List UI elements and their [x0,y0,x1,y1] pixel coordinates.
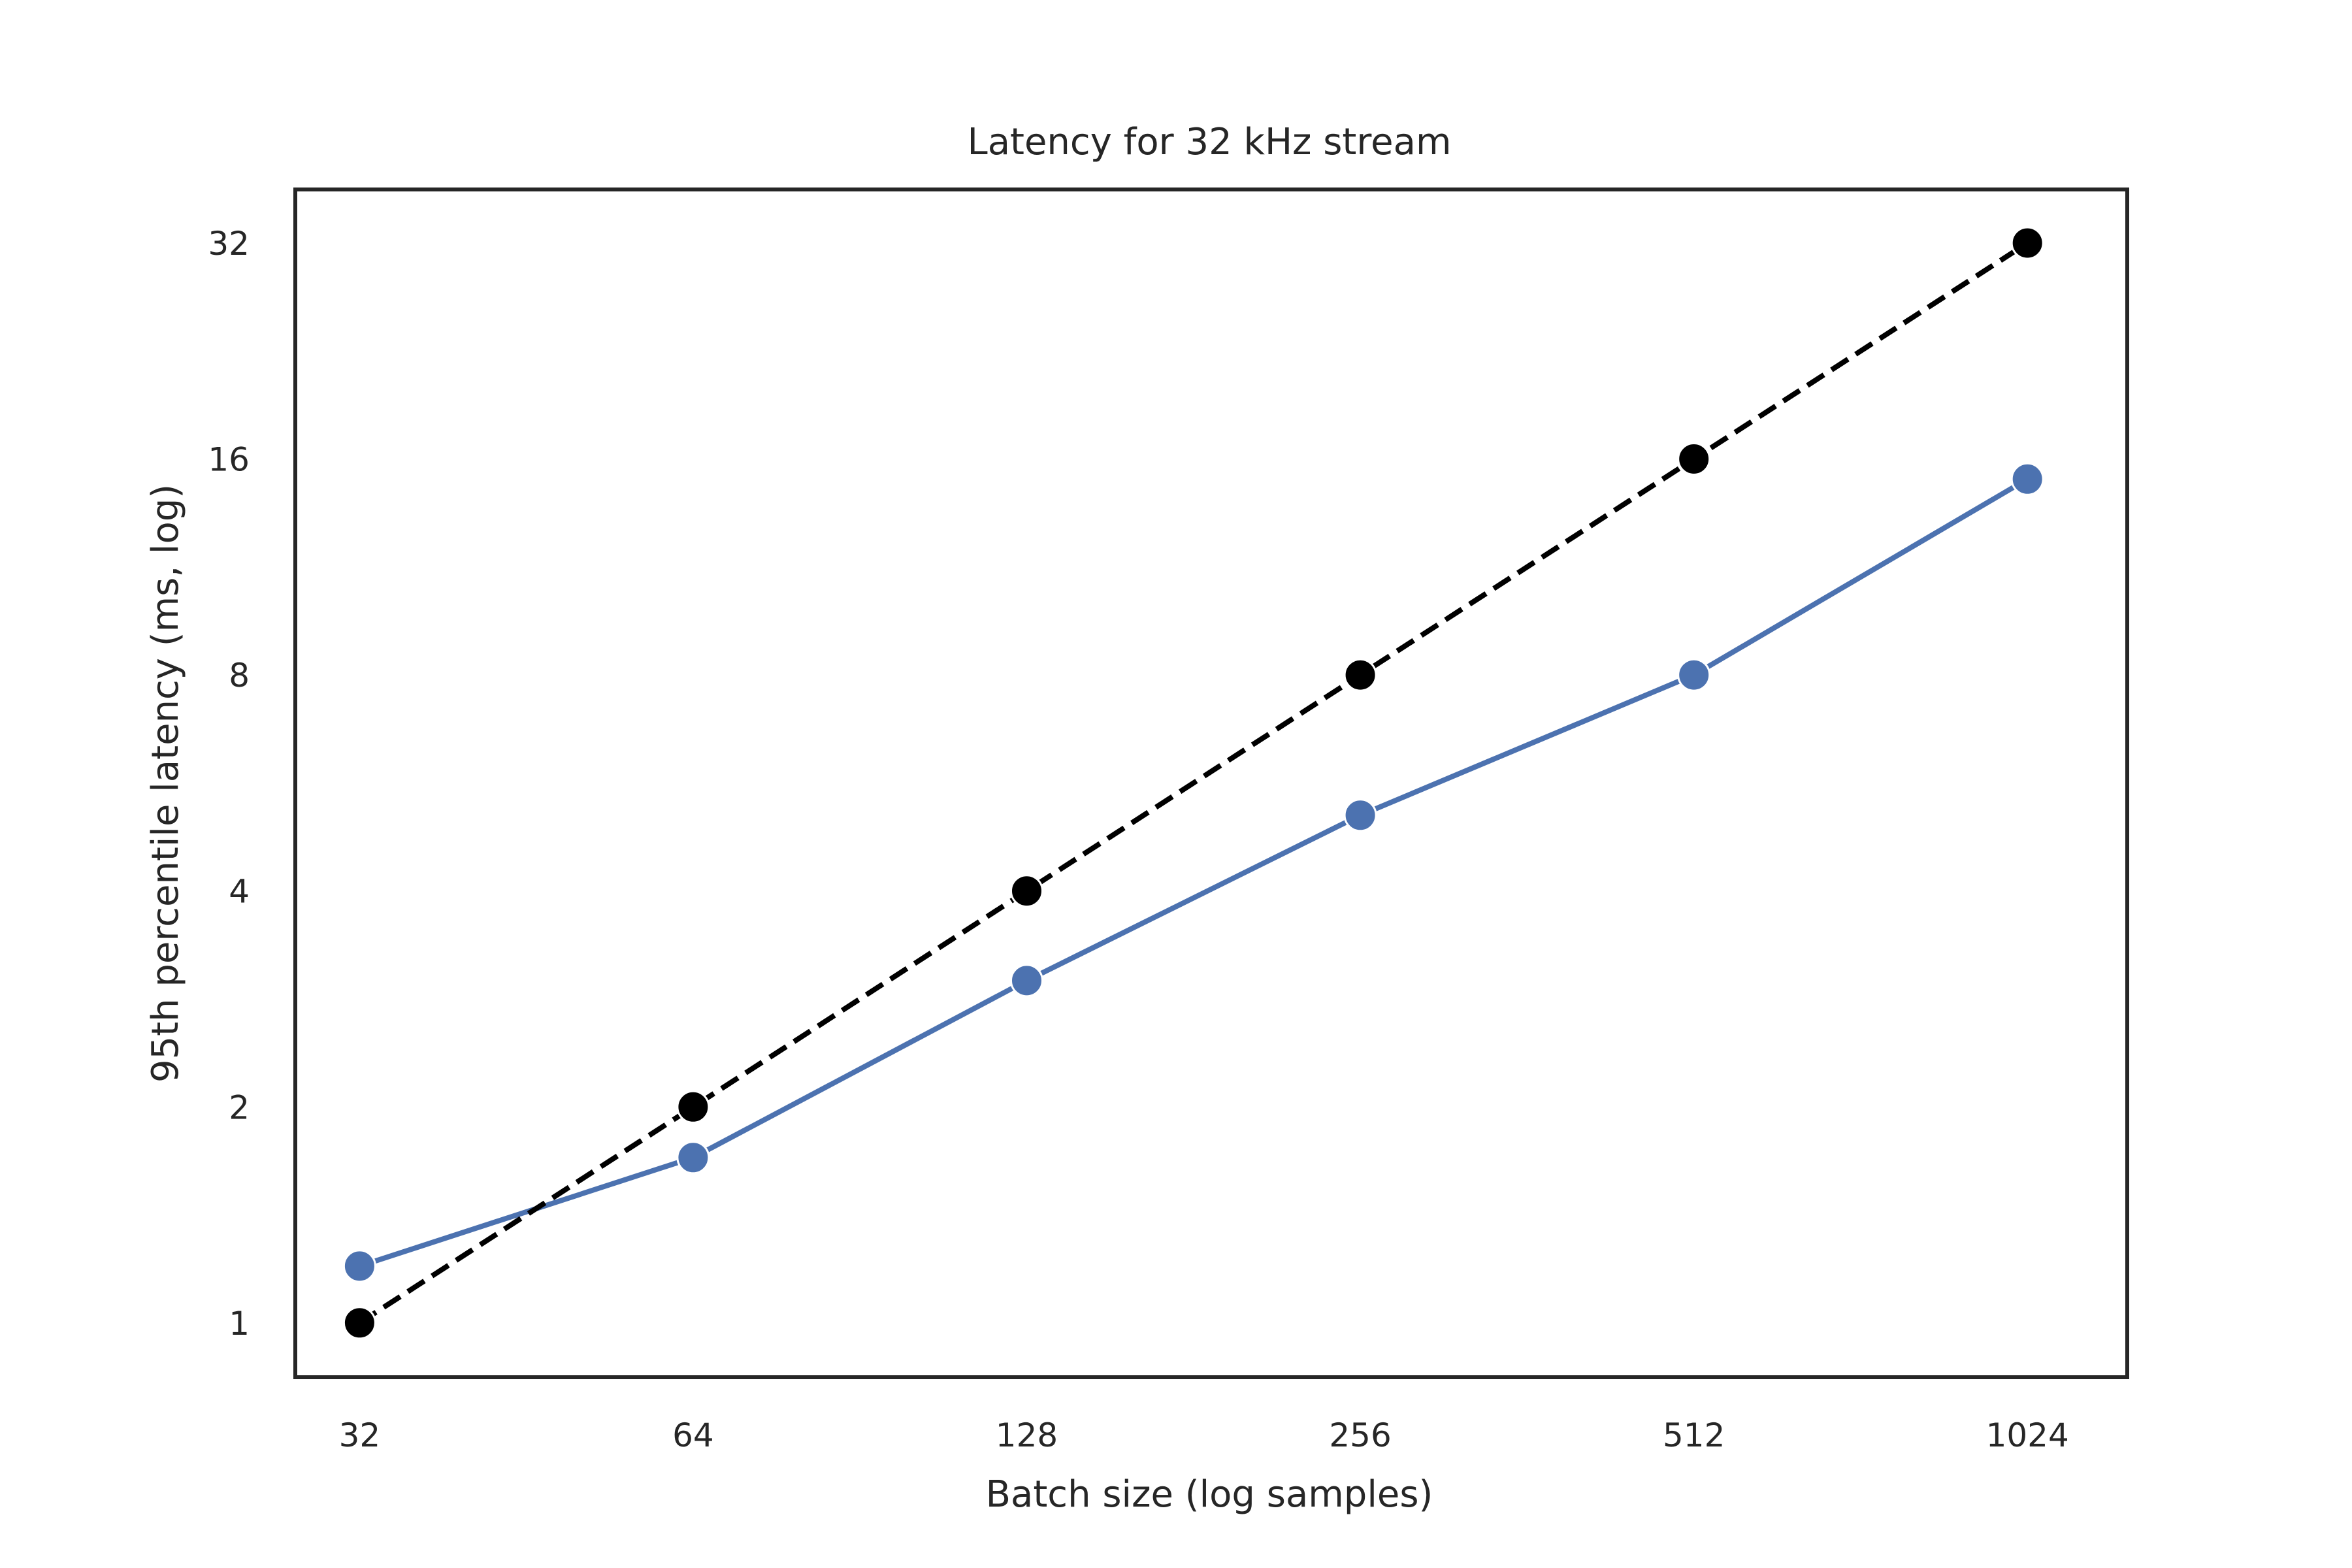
y-tick-label: 8 [229,657,250,694]
x-tick-label: 128 [996,1416,1058,1454]
series-1-line [359,476,2029,1269]
x-axis-label: Batch size (log samples) [986,1473,1433,1516]
plot-frame [293,188,2129,1379]
x-tick-label: 32 [339,1416,381,1454]
series-2-line [358,240,2029,1326]
x-tick-label: 1024 [1986,1416,2069,1454]
series-2-point [1010,874,1043,908]
series-1-point [2010,462,2044,496]
y-axis-ticks: 1 2 4 8 16 32 [208,225,250,1343]
series-1-point [342,1249,376,1283]
y-tick-label: 2 [229,1088,250,1126]
series-2-point [1677,442,1711,476]
chart-title: Latency for 32 kHz stream [968,121,1452,163]
plot-area [293,188,2129,1379]
y-tick-label: 4 [229,873,250,911]
series-2 [342,226,2044,1340]
y-axis-label: 95th percentile latency (ms, log) [144,484,187,1083]
series-1-point [1677,658,1711,692]
series-2-point [676,1090,710,1124]
x-tick-label: 64 [672,1416,714,1454]
y-tick-label: 32 [208,225,250,263]
y-tick-label: 1 [229,1305,250,1343]
x-tick-label: 256 [1329,1416,1391,1454]
x-tick-label: 512 [1663,1416,1725,1454]
series-2-point [342,1306,376,1340]
series-2-point [2010,226,2044,260]
series-1-point [1010,964,1043,998]
series-1-point [1343,798,1377,832]
y-tick-label: 16 [208,441,250,479]
series-1-point [676,1141,710,1175]
series-2-point [1343,658,1377,692]
series-layer [342,226,2044,1340]
x-axis-ticks: 32 64 128 256 512 1024 [339,1416,2069,1454]
series-1 [342,462,2044,1283]
